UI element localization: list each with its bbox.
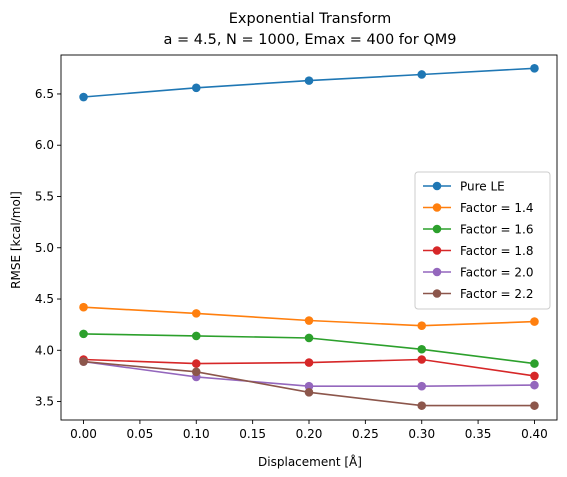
x-tick-label: 0.05: [127, 427, 154, 441]
x-tick-label: 0.20: [296, 427, 323, 441]
data-point: [530, 317, 539, 326]
legend-item: Factor = 1.4: [423, 201, 534, 215]
legend-label: Factor = 1.4: [460, 201, 534, 215]
chart-subtitle: a = 4.5, N = 1000, Emax = 400 for QM9: [164, 32, 457, 48]
y-tick-label: 4.0: [35, 343, 54, 357]
legend-marker: [432, 181, 442, 191]
y-axis-label: RMSE [kcal/mol]: [9, 191, 23, 289]
data-point: [530, 401, 539, 410]
data-point: [191, 309, 201, 318]
data-point: [304, 358, 314, 367]
data-point: [417, 401, 427, 410]
series-pure-le: [79, 64, 539, 102]
legend-marker: [432, 267, 442, 277]
x-tick-label: 0.10: [183, 427, 210, 441]
x-tick-label: 0.30: [408, 427, 435, 441]
data-point: [304, 316, 314, 325]
data-point: [417, 321, 427, 330]
legend-marker: [432, 289, 442, 298]
y-tick-label: 6.5: [35, 87, 54, 101]
data-point: [79, 302, 88, 312]
legend-item: Factor = 2.2: [423, 287, 534, 301]
data-point: [304, 76, 314, 85]
legend-item: Factor = 1.8: [423, 244, 534, 258]
legend-box: [414, 171, 551, 310]
legend-label: Factor = 2.2: [460, 287, 534, 301]
data-point: [304, 381, 314, 391]
y-tick-label: 5.0: [35, 241, 54, 255]
legend-label: Pure LE: [460, 180, 505, 194]
series-factor-1-6: [79, 329, 539, 368]
data-point: [417, 381, 427, 391]
y-tick-label: 6.0: [35, 138, 54, 152]
data-point: [530, 359, 539, 368]
x-tick-label: 0.35: [465, 427, 492, 441]
legend-label: Factor = 1.6: [460, 223, 534, 237]
data-point: [191, 359, 201, 368]
x-axis-ticks: 0.00 0.05 0.10 0.15 0.20 0.25 0.30 0.35 0.40: [70, 420, 548, 441]
x-axis-label: Displacement [Å]: [258, 454, 362, 469]
data-point: [304, 388, 314, 397]
series-factor-1-4: [79, 302, 539, 330]
legend-item: Factor = 2.0: [423, 266, 534, 280]
data-point: [191, 83, 201, 93]
series-factor-2-2: [79, 357, 539, 410]
data-point: [417, 344, 427, 354]
data-point: [530, 64, 539, 73]
x-tick-label: 0.00: [70, 427, 97, 441]
chart-title: Exponential Transform: [229, 11, 391, 27]
legend: Pure LE Factor = 1.4 Factor = 1.6 Factor = …: [414, 171, 551, 310]
y-tick-label: 3.5: [35, 395, 54, 409]
x-tick-label: 0.40: [521, 427, 548, 441]
legend-marker: [432, 246, 442, 255]
legend-item: Pure LE: [423, 180, 505, 194]
data-point: [191, 367, 201, 377]
legend-marker: [432, 203, 442, 212]
x-tick-label: 0.25: [352, 427, 379, 441]
legend-label: Factor = 1.8: [460, 244, 534, 258]
y-tick-label: 5.5: [35, 189, 54, 203]
data-point: [417, 355, 427, 364]
data-point: [79, 357, 88, 366]
data-point: [530, 371, 539, 381]
legend-marker: [432, 224, 442, 234]
legend-item: Factor = 1.6: [423, 223, 534, 237]
data-point: [530, 380, 539, 390]
data-point: [304, 333, 314, 343]
legend-label: Factor = 2.0: [460, 266, 534, 280]
data-point: [191, 331, 201, 341]
data-point: [79, 92, 88, 102]
y-axis-ticks: 3.5 4.0 4.5 5.0 5.5 6.0 6.5: [35, 87, 61, 409]
series-layer: [79, 64, 539, 410]
data-point: [417, 70, 427, 79]
x-tick-label: 0.15: [239, 427, 266, 441]
data-point: [79, 329, 88, 339]
y-tick-label: 4.5: [35, 292, 54, 306]
